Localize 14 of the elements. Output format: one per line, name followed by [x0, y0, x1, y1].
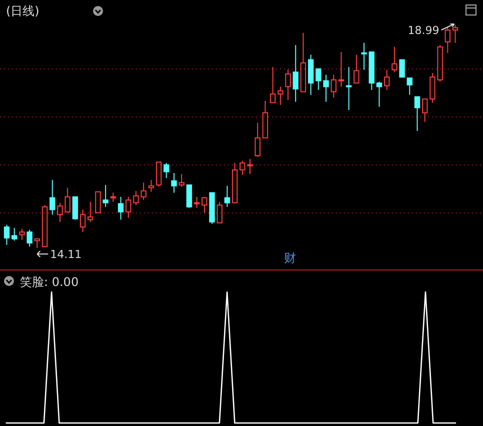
candlestick: [292, 44, 298, 102]
candlestick: [50, 179, 56, 216]
candlestick: [148, 179, 154, 192]
candlestick: [346, 66, 352, 110]
chart-title: (日线): [6, 4, 40, 18]
candlestick: [278, 86, 284, 106]
chart-title: 笑脸: 0.00: [20, 275, 79, 289]
candlestick: [308, 54, 314, 96]
text: 财: [284, 251, 296, 265]
candlestick: [80, 209, 86, 233]
annotation: 14.11: [50, 248, 82, 261]
candlestick: [361, 42, 367, 70]
annotation: 18.99: [408, 24, 440, 37]
candlestick: [330, 74, 336, 98]
